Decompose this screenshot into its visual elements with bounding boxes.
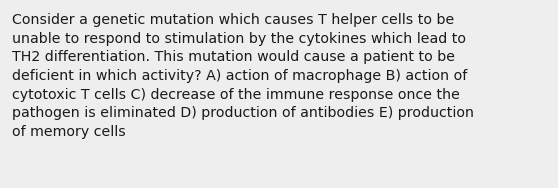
Text: Consider a genetic mutation which causes T helper cells to be
unable to respond : Consider a genetic mutation which causes… bbox=[12, 13, 474, 139]
